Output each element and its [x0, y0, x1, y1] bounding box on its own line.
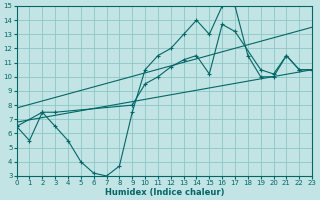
X-axis label: Humidex (Indice chaleur): Humidex (Indice chaleur) [105, 188, 224, 197]
